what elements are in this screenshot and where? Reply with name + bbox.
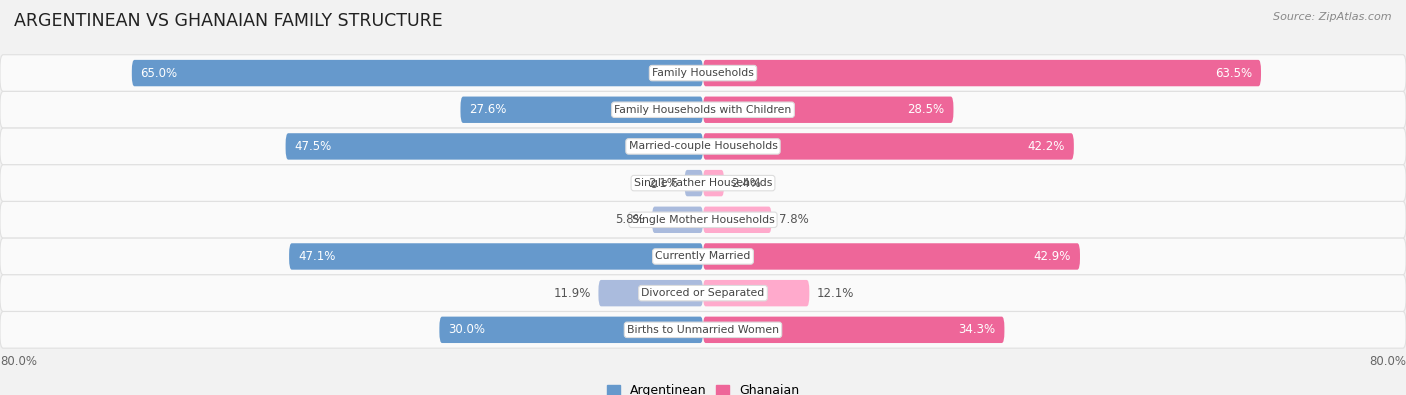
Text: 30.0%: 30.0% [449,324,485,336]
FancyBboxPatch shape [461,96,703,123]
Text: Source: ZipAtlas.com: Source: ZipAtlas.com [1274,12,1392,22]
Text: 80.0%: 80.0% [1369,355,1406,368]
Text: 42.2%: 42.2% [1028,140,1066,153]
Text: 63.5%: 63.5% [1215,67,1253,79]
FancyBboxPatch shape [290,243,703,270]
FancyBboxPatch shape [703,207,772,233]
Text: Family Households: Family Households [652,68,754,78]
Text: Family Households with Children: Family Households with Children [614,105,792,115]
Text: Births to Unmarried Women: Births to Unmarried Women [627,325,779,335]
FancyBboxPatch shape [703,60,1261,86]
FancyBboxPatch shape [439,317,703,343]
FancyBboxPatch shape [0,201,1406,238]
FancyBboxPatch shape [685,170,703,196]
FancyBboxPatch shape [0,55,1406,91]
Text: 11.9%: 11.9% [554,287,592,300]
FancyBboxPatch shape [599,280,703,307]
FancyBboxPatch shape [0,238,1406,275]
FancyBboxPatch shape [285,133,703,160]
Text: 80.0%: 80.0% [0,355,37,368]
Text: 28.5%: 28.5% [907,103,945,116]
Text: 42.9%: 42.9% [1033,250,1071,263]
FancyBboxPatch shape [0,91,1406,128]
FancyBboxPatch shape [0,128,1406,165]
Text: Married-couple Households: Married-couple Households [628,141,778,151]
FancyBboxPatch shape [0,275,1406,312]
Legend: Argentinean, Ghanaian: Argentinean, Ghanaian [607,384,799,395]
FancyBboxPatch shape [652,207,703,233]
Text: 2.4%: 2.4% [731,177,761,190]
FancyBboxPatch shape [703,317,1004,343]
FancyBboxPatch shape [0,312,1406,348]
Text: Divorced or Separated: Divorced or Separated [641,288,765,298]
Text: 5.8%: 5.8% [616,213,645,226]
FancyBboxPatch shape [703,170,724,196]
Text: 47.5%: 47.5% [294,140,332,153]
Text: 2.1%: 2.1% [648,177,678,190]
FancyBboxPatch shape [703,243,1080,270]
Text: 47.1%: 47.1% [298,250,335,263]
Text: 7.8%: 7.8% [779,213,808,226]
Text: Single Mother Households: Single Mother Households [631,215,775,225]
FancyBboxPatch shape [132,60,703,86]
FancyBboxPatch shape [703,280,810,307]
Text: 27.6%: 27.6% [470,103,506,116]
Text: 34.3%: 34.3% [959,324,995,336]
Text: 65.0%: 65.0% [141,67,177,79]
FancyBboxPatch shape [0,165,1406,201]
Text: ARGENTINEAN VS GHANAIAN FAMILY STRUCTURE: ARGENTINEAN VS GHANAIAN FAMILY STRUCTURE [14,12,443,30]
FancyBboxPatch shape [703,96,953,123]
Text: 12.1%: 12.1% [817,287,853,300]
Text: Currently Married: Currently Married [655,252,751,261]
Text: Single Father Households: Single Father Households [634,178,772,188]
FancyBboxPatch shape [703,133,1074,160]
